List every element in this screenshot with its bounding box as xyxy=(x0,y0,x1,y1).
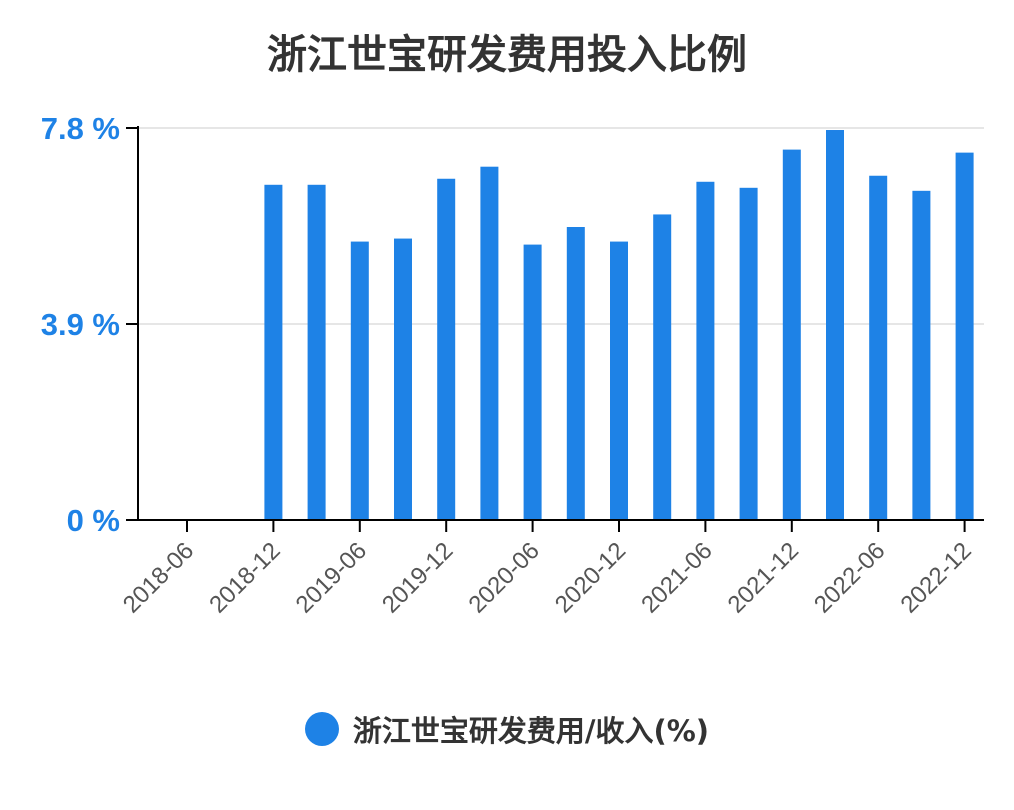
bar xyxy=(739,187,758,521)
x-tick-label: 2019-06 xyxy=(291,537,372,618)
x-tick-label: 2021-12 xyxy=(723,537,804,618)
y-tick-label: 0 % xyxy=(67,503,120,538)
bar xyxy=(912,190,931,521)
bar xyxy=(696,181,715,520)
bar xyxy=(782,149,801,520)
y-tick-label: 7.8 % xyxy=(41,111,120,146)
bar xyxy=(955,152,974,520)
axes xyxy=(126,126,984,532)
bar xyxy=(869,175,888,520)
legend-label: 浙江世宝研发费用/收入(%) xyxy=(352,714,710,748)
bar xyxy=(653,214,672,520)
x-tick-label: 2020-06 xyxy=(463,537,544,618)
x-tick-label: 2022-06 xyxy=(809,537,890,618)
bar xyxy=(437,178,456,520)
x-tick-label: 2021-06 xyxy=(636,537,717,618)
x-tick-label: 2020-12 xyxy=(550,537,631,618)
bar xyxy=(394,238,412,521)
bar xyxy=(264,184,283,521)
x-tick-label: 2019-12 xyxy=(377,537,458,618)
bar xyxy=(480,166,499,520)
y-tick-label: 3.9 % xyxy=(41,307,120,342)
bar xyxy=(350,241,369,521)
y-axis-labels: 0 % 3.9 % 7.8 % xyxy=(41,111,120,538)
bar xyxy=(610,241,628,521)
x-tick-label: 2018-06 xyxy=(118,537,199,618)
bars xyxy=(264,130,974,521)
bar xyxy=(523,244,542,520)
x-tick-label: 2022-12 xyxy=(895,537,976,618)
legend-swatch-icon xyxy=(304,712,339,746)
legend: 浙江世宝研发费用/收入(%) xyxy=(0,708,1014,750)
x-axis-labels: 2018-06 2018-12 2019-06 2019-12 2020-06 2020-… xyxy=(118,537,977,618)
chart-title: 浙江世宝研发费用投入比例 xyxy=(267,32,747,78)
bar xyxy=(566,227,585,520)
x-tick-label: 2018-12 xyxy=(204,537,285,618)
bar xyxy=(826,130,844,520)
bar xyxy=(307,184,326,521)
